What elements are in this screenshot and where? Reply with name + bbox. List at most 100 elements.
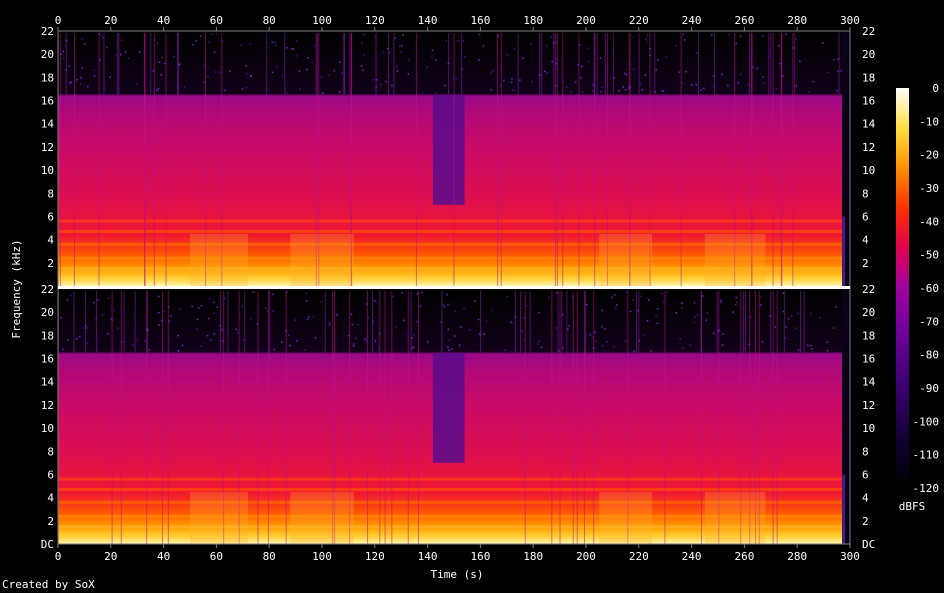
noise-speck — [644, 74, 647, 76]
noise-speck — [275, 44, 277, 47]
noise-speck — [446, 293, 448, 295]
noise-speck — [295, 55, 298, 57]
noise-speck — [239, 44, 242, 47]
noise-speck — [105, 46, 108, 49]
noise-speck — [271, 71, 274, 74]
colorbar-tick-label: -80 — [919, 349, 939, 362]
noise-speck — [157, 295, 160, 298]
noise-speck — [294, 319, 296, 321]
noise-speck — [391, 84, 393, 87]
noise-speck — [235, 328, 237, 331]
noise-speck — [363, 33, 365, 36]
noise-speck — [506, 295, 509, 298]
noise-speck — [581, 91, 584, 94]
noise-speck — [461, 68, 463, 70]
noise-speck — [514, 89, 516, 92]
noise-speck — [591, 84, 594, 87]
noise-speck — [681, 82, 684, 85]
harmonic-band — [58, 477, 843, 481]
noise-speck — [443, 305, 445, 308]
noise-speck — [408, 300, 410, 303]
noise-speck — [525, 304, 528, 307]
noise-speck — [280, 341, 283, 344]
noise-speck — [59, 63, 62, 66]
noise-speck — [69, 82, 71, 84]
noise-speck — [452, 76, 455, 78]
x-tick-label-bottom: 120 — [365, 550, 385, 563]
noise-speck — [545, 44, 548, 47]
noise-speck — [706, 312, 708, 314]
noise-speck — [761, 341, 764, 343]
noise-speck — [633, 68, 635, 71]
noise-speck — [62, 50, 65, 53]
noise-speck — [138, 51, 141, 53]
y-tick-label-right: 12 — [862, 141, 875, 154]
noise-speck — [645, 38, 648, 40]
noise-speck — [249, 42, 251, 45]
noise-speck — [819, 316, 821, 319]
y-tick-label-left: 22 — [41, 25, 54, 38]
noise-speck — [416, 293, 419, 295]
noise-speck — [181, 344, 184, 347]
noise-speck — [366, 303, 368, 305]
y-tick-label-right: 10 — [862, 164, 875, 177]
noise-speck — [304, 349, 306, 351]
noise-speck — [566, 328, 569, 330]
noise-speck — [622, 86, 625, 88]
noise-speck — [385, 80, 387, 83]
noise-speck — [769, 315, 771, 317]
noise-speck — [810, 344, 812, 347]
noise-speck — [76, 79, 78, 81]
noise-speck — [162, 310, 165, 312]
noise-speck — [655, 315, 657, 318]
x-tick-label-bottom: 100 — [312, 550, 332, 563]
noise-speck — [361, 42, 364, 44]
noise-speck — [577, 64, 580, 66]
noise-speck — [790, 315, 793, 317]
noise-speck — [210, 339, 212, 341]
noise-speck — [569, 91, 572, 93]
noise-speck — [146, 327, 148, 330]
noise-speck — [214, 71, 217, 73]
noise-speck — [503, 79, 505, 82]
noise-speck — [531, 80, 533, 83]
y-tick-label-right: 18 — [862, 71, 875, 84]
noise-speck — [700, 331, 702, 334]
noise-speck — [275, 65, 278, 68]
noise-speck — [595, 340, 597, 343]
noise-speck — [649, 47, 651, 50]
noise-speck — [156, 42, 158, 44]
colorbar-tick-label: -100 — [913, 415, 940, 428]
noise-speck — [705, 319, 708, 321]
noise-speck — [311, 61, 313, 64]
noise-speck — [286, 47, 288, 49]
noise-speck — [837, 58, 839, 60]
noise-speck — [454, 335, 456, 337]
y-tick-label-right: 12 — [862, 399, 875, 412]
x-tick-label-bottom: 260 — [734, 550, 754, 563]
y-tick-label-left: 10 — [41, 422, 54, 435]
noise-speck — [295, 40, 298, 42]
noise-speck — [799, 60, 801, 63]
noise-speck — [374, 340, 377, 342]
noise-speck — [329, 323, 331, 326]
noise-speck — [679, 338, 681, 340]
noise-speck — [682, 33, 685, 36]
noise-speck — [204, 59, 207, 62]
noise-speck — [101, 314, 104, 316]
noise-speck — [195, 39, 197, 42]
noise-speck — [774, 326, 776, 328]
noise-speck — [157, 311, 160, 314]
noise-speck — [357, 323, 360, 326]
noise-speck — [695, 51, 698, 54]
noise-speck — [221, 40, 224, 42]
colorbar-label: dBFS — [899, 500, 926, 513]
noise-speck — [219, 71, 221, 73]
noise-speck — [289, 344, 291, 347]
noise-speck — [378, 347, 380, 349]
noise-speck — [693, 302, 696, 304]
noise-speck — [455, 78, 457, 80]
noise-speck — [68, 65, 70, 67]
noise-speck — [681, 301, 683, 304]
